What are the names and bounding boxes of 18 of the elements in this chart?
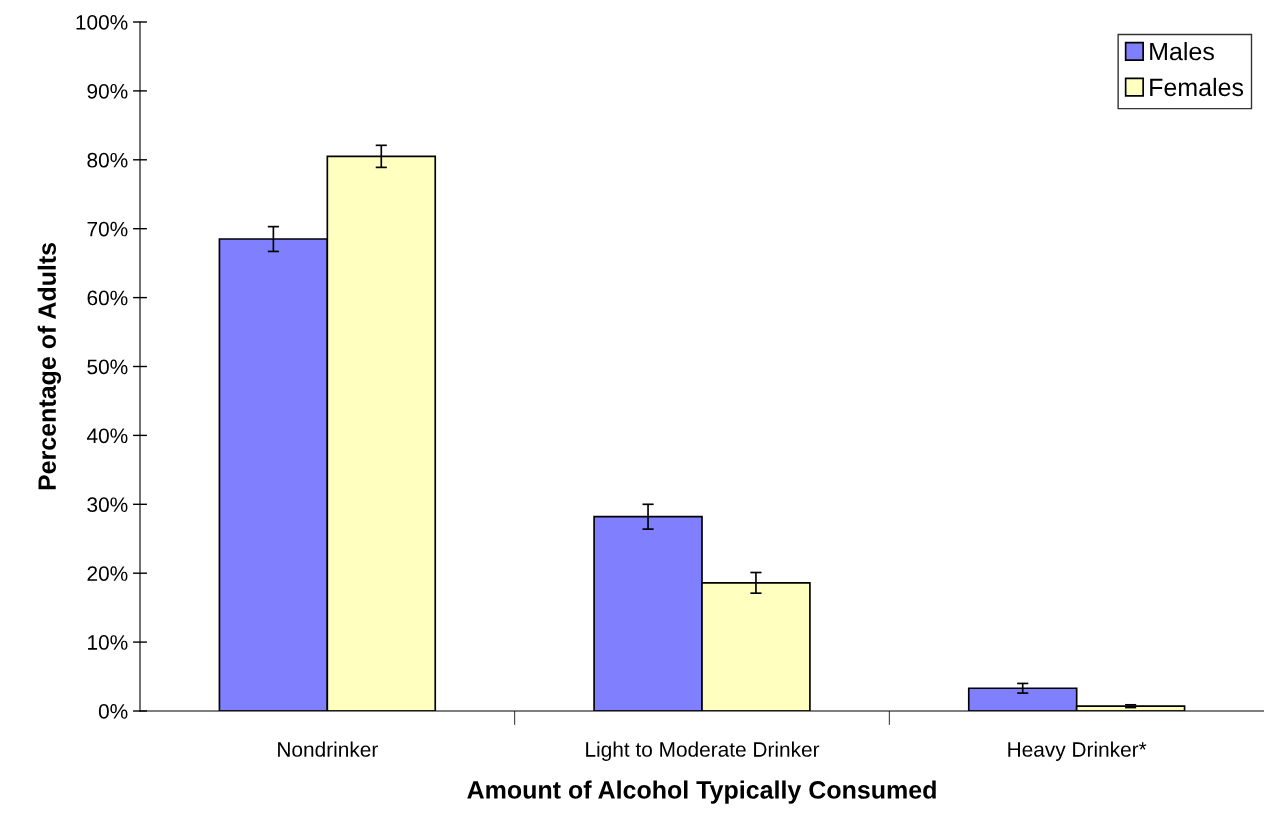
- y-tick-label: 100%: [76, 15, 128, 30]
- y-axis-title: Percentage of Adults: [37, 242, 62, 490]
- y-tick-label: 20%: [87, 566, 128, 581]
- y-tick-label: 10%: [88, 635, 128, 650]
- legend-label: Males: [1150, 42, 1214, 61]
- y-tick-label: 30%: [87, 497, 128, 513]
- x-tick-label: Nondrinker: [278, 741, 378, 757]
- y-tick-label: 50%: [87, 359, 128, 375]
- y-tick-label: 60%: [87, 290, 128, 306]
- x-tick-label: Light to Moderate Drinker: [586, 741, 820, 761]
- x-axis-title: Amount of Alcohol Typically Consumed: [467, 780, 936, 804]
- legend-label: Females: [1150, 77, 1244, 97]
- y-tick-label: 90%: [87, 83, 128, 99]
- y-tick-label: 80%: [87, 152, 128, 168]
- x-tick-label: Heavy Drinker*: [1008, 741, 1147, 761]
- y-tick-label: 0%: [98, 704, 128, 719]
- y-tick-label: 40%: [86, 428, 128, 444]
- y-tick-label: 70%: [87, 221, 128, 237]
